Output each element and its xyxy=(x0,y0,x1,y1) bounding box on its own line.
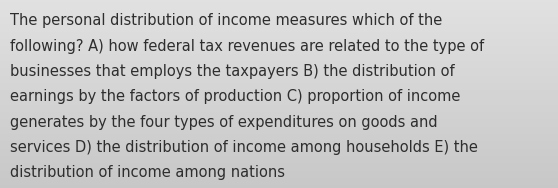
Text: distribution of income among nations: distribution of income among nations xyxy=(10,165,285,180)
Text: following? A) how federal tax revenues are related to the type of: following? A) how federal tax revenues a… xyxy=(10,39,484,54)
Text: generates by the four types of expenditures on goods and: generates by the four types of expenditu… xyxy=(10,115,437,130)
Text: earnings by the factors of production C) proportion of income: earnings by the factors of production C)… xyxy=(10,89,460,104)
Text: businesses that employs the taxpayers B) the distribution of: businesses that employs the taxpayers B)… xyxy=(10,64,455,79)
Text: The personal distribution of income measures which of the: The personal distribution of income meas… xyxy=(10,13,442,28)
Text: services D) the distribution of income among households E) the: services D) the distribution of income a… xyxy=(10,140,478,155)
